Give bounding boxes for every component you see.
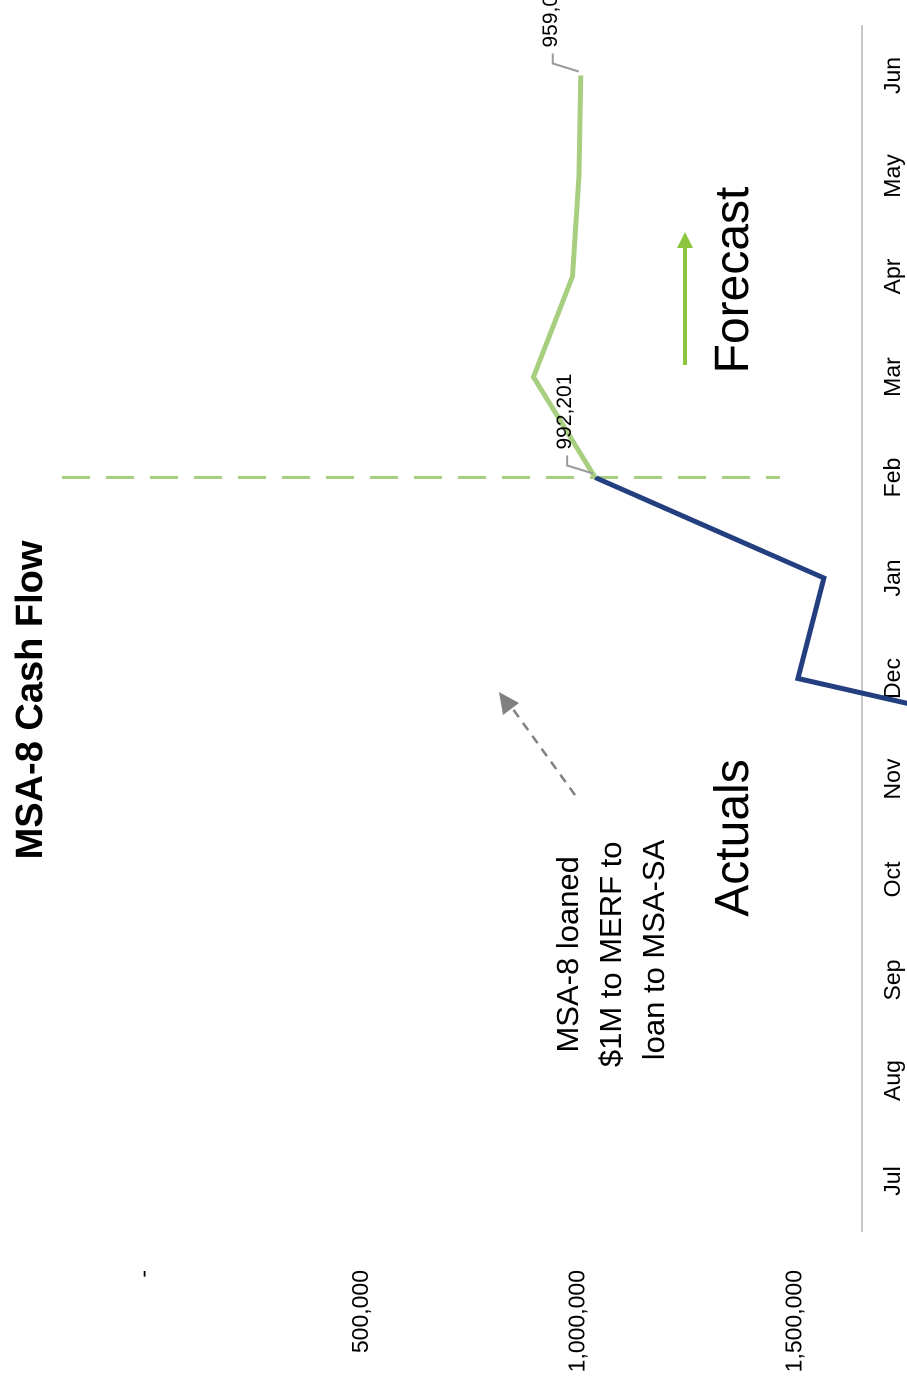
- category-tick-label: Jul: [879, 1166, 905, 1195]
- value-axis-ticks: -500,0001,000,0001,500,0002,000,0002,500…: [130, 1270, 806, 1372]
- category-tick-label: Sep: [879, 960, 905, 1001]
- category-tick-label: Apr: [879, 258, 905, 294]
- category-tick-label: Feb: [879, 458, 905, 498]
- category-tick-label: Nov: [879, 758, 905, 799]
- value-tick-label: 1,000,000: [564, 1270, 590, 1372]
- data-labels: 992,201 959,064: [539, 0, 594, 475]
- value-tick-label: -: [130, 1270, 156, 1278]
- loan-note-arrow: [508, 704, 577, 796]
- category-tick-label: Jan: [879, 559, 905, 596]
- forecast-label: Forecast: [706, 187, 759, 374]
- loan-note-line-1: MSA-8 loaned: [550, 856, 585, 1052]
- chart-title: MSA-8 Cash Flow: [9, 540, 51, 859]
- data-label-leader: [551, 53, 580, 73]
- category-axis-ticks: Jul Aug Sep Oct Nov Dec Jan Feb Mar Apr May Jun: [879, 57, 905, 1196]
- data-label: 959,064: [539, 0, 562, 48]
- forecast-arrow-head: [677, 232, 693, 248]
- value-tick-label: 1,500,000: [780, 1270, 806, 1372]
- loan-note: MSA-8 loaned $1M to MERF to loan to MSA-…: [550, 833, 671, 1067]
- category-tick-label: Mar: [879, 357, 905, 397]
- loan-note-arrow-head: [499, 692, 519, 715]
- loan-note-line-2: $1M to MERF to: [593, 841, 628, 1067]
- actuals-label: Actuals: [706, 759, 759, 916]
- category-tick-label: May: [879, 154, 905, 198]
- category-tick-label: Jun: [879, 57, 905, 94]
- value-tick-label: 500,000: [347, 1270, 373, 1353]
- category-tick-label: Oct: [879, 861, 905, 897]
- category-tick-label: Dec: [879, 658, 905, 699]
- category-tick-label: Aug: [879, 1060, 905, 1101]
- data-label: 992,201: [553, 374, 576, 450]
- series-line-actuals: [594, 475, 907, 706]
- data-label-leader: [566, 455, 594, 475]
- loan-note-line-3: loan to MSA-SA: [636, 839, 671, 1060]
- series-line-forecast: [530, 75, 598, 479]
